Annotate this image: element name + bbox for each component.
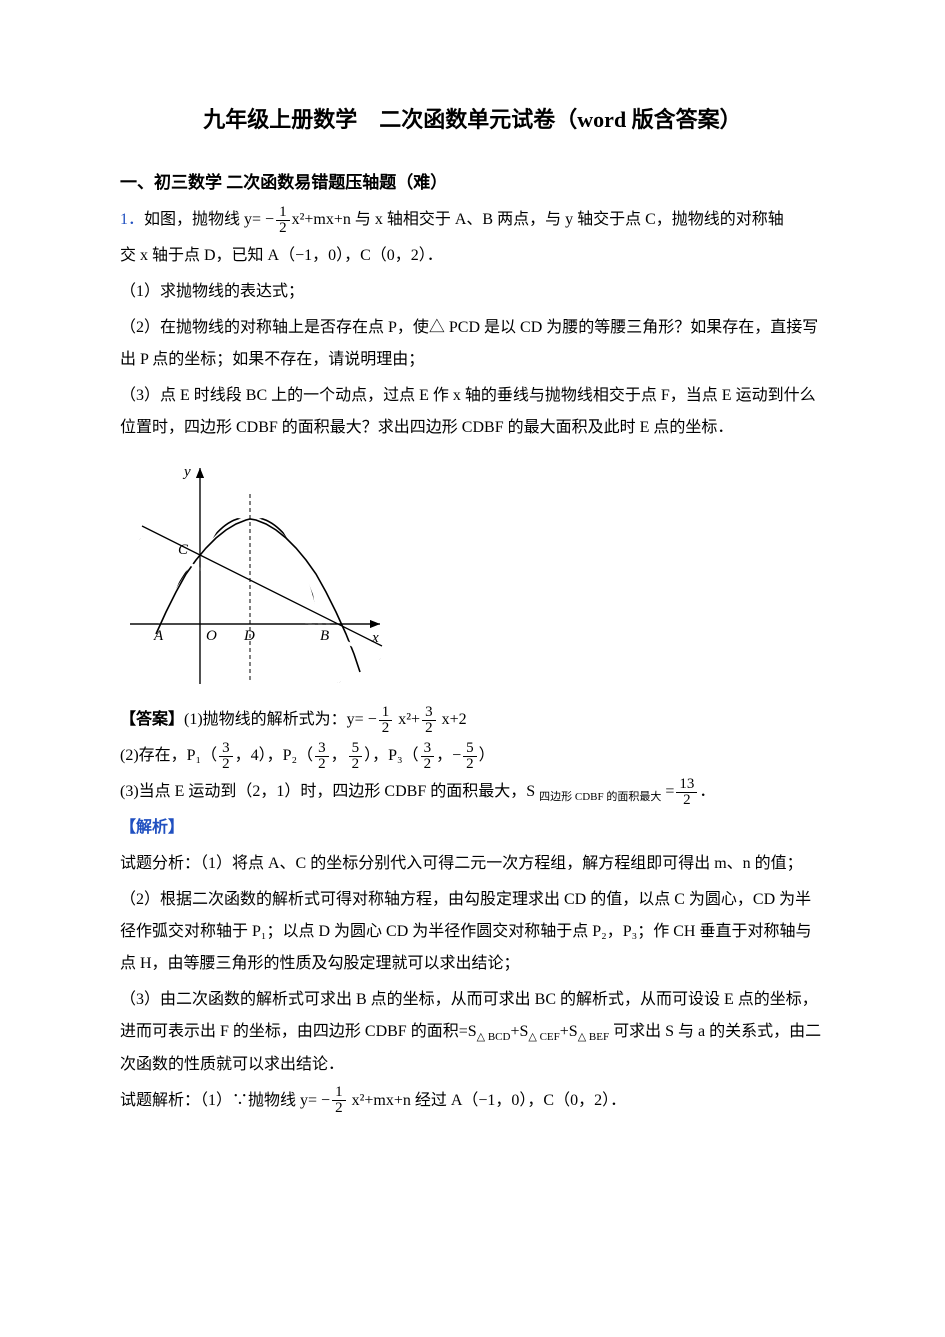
question-part-2: （2）在抛物线的对称轴上是否存在点 P，使△ PCD 是以 CD 为腰的等腰三角… [120, 312, 825, 376]
frac-d: 2 [379, 720, 393, 736]
frac-d: 2 [422, 720, 436, 736]
frac-1-2: 12 [276, 205, 290, 236]
answer-1: 【答案】(1)抛物线的解析式为：y= −12 x²+32 x+2 [120, 704, 825, 736]
frac-n: 3 [421, 741, 435, 756]
question-part-1: （1）求抛物线的表达式； [120, 276, 825, 308]
label-x: x [371, 630, 379, 646]
frac-a2-3: 52 [349, 741, 363, 772]
analysis-label: 【解析】 [120, 819, 184, 836]
frac-d: 2 [332, 1100, 346, 1116]
frac-n: 3 [422, 705, 436, 720]
ana3-s2: △ CEF [528, 1032, 559, 1044]
ans1a: (1)抛物线的解析式为：y= − [184, 711, 377, 728]
frac-n: 5 [349, 741, 363, 756]
frac-ans3: 132 [676, 777, 697, 808]
label-A: A [153, 628, 164, 644]
frac-n: 5 [463, 741, 477, 756]
frac-n: 1 [332, 1085, 346, 1100]
answer-2: (2)存在，P₁（32，4），P₂（32，52），P₃（32，−52） [120, 740, 825, 772]
frac-n: 1 [379, 705, 393, 720]
frac-d: 2 [315, 756, 329, 772]
graph-svg: A O D B C x y [120, 454, 400, 694]
analysis-p3: （3）由二次函数的解析式可求出 B 点的坐标，从而可求出 BC 的解析式，从而可… [120, 984, 825, 1080]
frac-n: 3 [219, 741, 233, 756]
label-C: C [178, 542, 189, 558]
frac-d: 2 [276, 220, 290, 236]
ans2a: (2)存在，P₁（ [120, 747, 217, 764]
frac-d: 2 [463, 756, 477, 772]
label-B: B [320, 628, 329, 644]
frac-d: 2 [219, 756, 233, 772]
frac-a2-2: 32 [315, 741, 329, 772]
answer-3: (3)当点 E 运动到（2，1）时，四边形 CDBF 的面积最大，S 四边形 C… [120, 776, 825, 808]
ana3b: +S [510, 1023, 528, 1040]
ans2f: ） [479, 747, 495, 764]
frac-n: 3 [315, 741, 329, 756]
ans3c: ． [699, 783, 715, 800]
frac-a2-1: 32 [219, 741, 233, 772]
frac-a2-4: 32 [421, 741, 435, 772]
label-y: y [182, 464, 191, 480]
analysis-label-line: 【解析】 [120, 812, 825, 844]
q-text-1b: x²+mx+n 与 x 轴相交于 A、B 两点，与 y 轴交于点 C，抛物线的对… [292, 211, 784, 228]
sol1b: x²+mx+n 经过 A（−1，0），C（0，2）． [348, 1092, 627, 1109]
frac-d: 2 [421, 756, 435, 772]
solution-1: 试题解析：（1）∵抛物线 y= −12 x²+mx+n 经过 A（−1，0），C… [120, 1085, 825, 1117]
frac-ans1-1: 12 [379, 705, 393, 736]
frac-sol1: 12 [332, 1085, 346, 1116]
analysis-p1: 试题分析：（1）将点 A、C 的坐标分别代入可得二元一次方程组，解方程组即可得出… [120, 848, 825, 880]
frac-a2-5: 52 [463, 741, 477, 772]
ans2e: ，− [436, 747, 461, 764]
frac-n: 1 [276, 205, 290, 220]
page-title: 九年级上册数学 二次函数单元试卷（word 版含答案） [120, 100, 825, 140]
ans1c: x+2 [438, 711, 467, 728]
label-O: O [206, 628, 217, 644]
ans2c: ， [331, 747, 347, 764]
ana3-s1: △ BCD [477, 1032, 511, 1044]
frac-n: 13 [676, 777, 697, 792]
section-header: 一、初三数学 二次函数易错题压轴题（难） [120, 168, 825, 199]
question-number: 1． [120, 211, 144, 228]
question-part-3: （3）点 E 时线段 BC 上的一个动点，过点 E 作 x 轴的垂线与抛物线相交… [120, 380, 825, 444]
frac-ans1-2: 32 [422, 705, 436, 736]
ans1b: x²+ [394, 711, 420, 728]
analysis-p2: （2）根据二次函数的解析式可得对称轴方程，由勾股定理求出 CD 的值，以点 C … [120, 884, 825, 980]
frac-d: 2 [349, 756, 363, 772]
ana3c: +S [560, 1023, 578, 1040]
ans2b: ，4），P₂（ [235, 747, 313, 764]
label-D: D [243, 628, 255, 644]
question-line-1: 1．如图，抛物线 y= −12x²+mx+n 与 x 轴相交于 A、B 两点，与… [120, 204, 825, 236]
ans2d: ），P₃（ [364, 747, 418, 764]
frac-d: 2 [676, 792, 697, 808]
parabola-graph: A O D B C x y [120, 454, 825, 694]
answer-label: 【答案】 [120, 711, 184, 728]
ana3-s3: △ BEF [578, 1032, 609, 1044]
ans3-sub: 四边形 CDBF 的面积最大 [539, 791, 661, 803]
sol1a: 试题解析：（1）∵抛物线 y= − [120, 1092, 330, 1109]
question-line-2: 交 x 轴于点 D，已知 A（−1，0），C（0，2）． [120, 240, 825, 272]
ans3a: (3)当点 E 运动到（2，1）时，四边形 CDBF 的面积最大，S [120, 783, 539, 800]
q-text-1a: 如图，抛物线 y= − [144, 211, 274, 228]
ans3b: = [661, 783, 674, 800]
